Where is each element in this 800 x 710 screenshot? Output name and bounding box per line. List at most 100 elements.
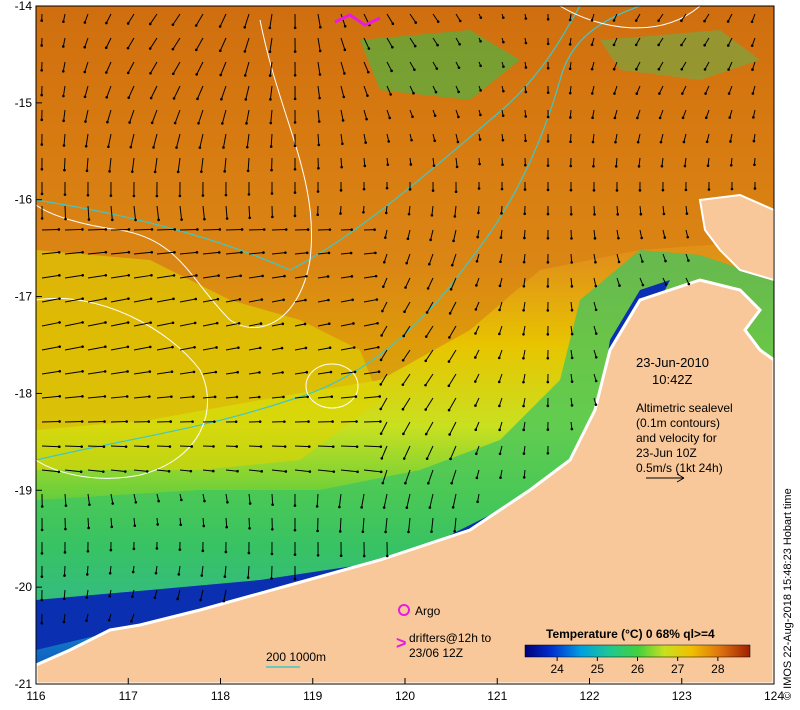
velocity-arrow bbox=[179, 205, 183, 220]
velocity-arrow bbox=[63, 589, 66, 599]
velocity-arrow-head bbox=[40, 552, 44, 555]
velocity-arrow-head bbox=[270, 168, 273, 172]
velocity-arrow bbox=[172, 13, 181, 25]
velocity-arrow bbox=[662, 205, 665, 214]
velocity-arrow-head bbox=[707, 188, 711, 191]
velocity-arrow bbox=[402, 397, 411, 410]
velocity-arrow-head bbox=[616, 213, 620, 216]
velocity-arrow-head bbox=[58, 297, 61, 300]
velocity-arrow-head bbox=[338, 505, 341, 509]
velocity-arrow-head bbox=[40, 192, 44, 196]
lat-tick-label: -14 bbox=[15, 0, 33, 13]
velocity-arrow bbox=[176, 133, 181, 148]
green-patch bbox=[600, 30, 760, 80]
velocity-arrow-head bbox=[476, 235, 479, 239]
sealevel-contour bbox=[36, 298, 208, 479]
velocity-arrow-head bbox=[307, 420, 310, 423]
velocity-arrow-head bbox=[501, 114, 505, 117]
velocity-arrow bbox=[222, 133, 227, 148]
velocity-arrow-head bbox=[403, 310, 406, 314]
velocity-arrow-head bbox=[85, 596, 89, 599]
velocity-arrow-head bbox=[155, 194, 159, 198]
velocity-arrow-head bbox=[171, 321, 175, 325]
velocity-arrow-head bbox=[363, 164, 367, 168]
velocity-arrow bbox=[570, 301, 573, 311]
velocity-arrow bbox=[382, 469, 388, 484]
velocity-arrow-head bbox=[448, 433, 451, 436]
velocity-arrow-head bbox=[191, 395, 195, 399]
velocity-arrow-head bbox=[127, 297, 130, 300]
velocity-arrow-head bbox=[193, 321, 197, 325]
velocity-arrow-head bbox=[657, 19, 660, 22]
velocity-arrow-head bbox=[387, 140, 391, 143]
velocity-arrow bbox=[449, 301, 457, 314]
velocity-arrow-head bbox=[171, 72, 175, 76]
velocity-arrow bbox=[751, 61, 756, 70]
velocity-arrow bbox=[523, 301, 526, 311]
velocity-arrow bbox=[248, 396, 260, 399]
velocity-arrow-head bbox=[178, 548, 182, 551]
velocity-arrow-head bbox=[352, 322, 355, 325]
velocity-arrow bbox=[149, 13, 158, 25]
velocity-arrow-head bbox=[365, 117, 368, 121]
velocity-arrow-head bbox=[317, 166, 320, 170]
velocity-arrow-head bbox=[194, 297, 198, 301]
velocity-arrow bbox=[294, 445, 310, 448]
velocity-arrow-head bbox=[148, 370, 152, 373]
velocity-arrow-head bbox=[523, 236, 526, 240]
velocity-arrow bbox=[384, 229, 388, 238]
lon-tick-label: 117 bbox=[119, 689, 138, 703]
velocity-arrow-head bbox=[88, 503, 91, 506]
velocity-arrow-head bbox=[201, 549, 205, 553]
velocity-arrow-head bbox=[428, 262, 431, 266]
velocity-arrow-head bbox=[81, 273, 84, 277]
lat-tick-label: -15 bbox=[15, 96, 33, 110]
velocity-arrow-head bbox=[381, 285, 385, 288]
velocity-arrow bbox=[64, 346, 83, 351]
velocity-arrow bbox=[127, 61, 135, 74]
velocity-arrow-head bbox=[330, 395, 334, 398]
velocity-arrow-head bbox=[594, 379, 598, 383]
velocity-arrow-head bbox=[664, 283, 668, 286]
velocity-arrow-head bbox=[614, 165, 618, 168]
velocity-arrow bbox=[198, 109, 204, 124]
velocity-arrow-head bbox=[305, 274, 308, 278]
velocity-arrow-head bbox=[341, 142, 344, 146]
velocity-arrow bbox=[225, 298, 240, 303]
velocity-arrow-head bbox=[703, 68, 707, 71]
velocity-arrow bbox=[593, 325, 597, 334]
velocity-arrow-head bbox=[524, 66, 528, 69]
velocity-arrow bbox=[658, 13, 664, 21]
velocity-arrow-head bbox=[222, 146, 225, 149]
velocity-arrow-head bbox=[293, 191, 297, 194]
velocity-arrow-head bbox=[433, 114, 437, 117]
velocity-arrow bbox=[87, 517, 90, 529]
velocity-arrow-head bbox=[203, 499, 206, 503]
velocity-arrow bbox=[317, 61, 321, 75]
velocity-arrow bbox=[133, 371, 150, 375]
velocity-arrow bbox=[41, 346, 60, 351]
velocity-arrow bbox=[380, 349, 388, 361]
velocity-arrow-head bbox=[389, 93, 392, 96]
velocity-arrow bbox=[41, 274, 60, 279]
velocity-arrow-head bbox=[258, 346, 262, 350]
velocity-arrow-head bbox=[171, 23, 175, 26]
velocity-arrow-head bbox=[451, 506, 455, 509]
velocity-arrow bbox=[64, 493, 67, 506]
velocity-arrow bbox=[451, 469, 457, 484]
velocity-arrow bbox=[63, 133, 66, 146]
velocity-arrow bbox=[340, 85, 345, 98]
velocity-arrow-head bbox=[63, 168, 66, 172]
velocity-arrow-head bbox=[407, 212, 411, 216]
velocity-arrow-head bbox=[40, 528, 44, 532]
velocity-arrow-head bbox=[704, 92, 707, 95]
velocity-arrow bbox=[86, 157, 89, 171]
velocity-arrow-head bbox=[172, 274, 176, 277]
velocity-arrow-head bbox=[327, 251, 331, 255]
velocity-arrow-head bbox=[81, 297, 84, 300]
velocity-arrow bbox=[429, 493, 434, 508]
velocity-arrow bbox=[454, 205, 457, 217]
velocity-arrow bbox=[130, 133, 135, 148]
velocity-arrow-head bbox=[594, 332, 598, 335]
velocity-arrow-head bbox=[58, 369, 62, 373]
